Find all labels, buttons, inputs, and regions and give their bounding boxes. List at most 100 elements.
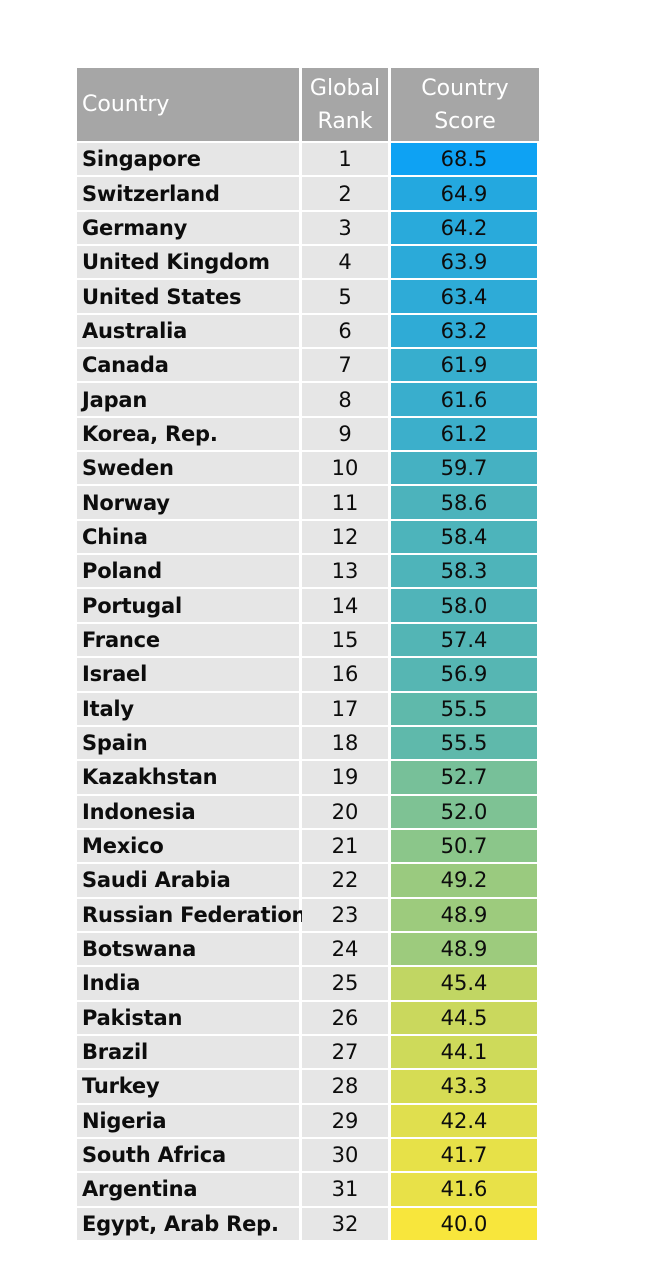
global-rank: 29 xyxy=(302,1104,388,1137)
table-row: United Kingdom 4 63.9 xyxy=(77,246,539,279)
country-score: 45.4 xyxy=(391,967,537,1000)
country-name: Spain xyxy=(77,726,299,760)
table-row: Japan 8 61.6 xyxy=(77,383,539,416)
global-rank: 12 xyxy=(302,520,388,554)
table-row: Switzerland 2 64.9 xyxy=(77,177,539,210)
country-name: Argentina xyxy=(77,1173,299,1206)
global-rank: 4 xyxy=(302,246,388,279)
table-row: France 15 57.4 xyxy=(77,623,539,657)
table-row: Singapore 1 68.5 xyxy=(77,143,539,176)
country-name: Brazil xyxy=(77,1035,299,1069)
table-body: Singapore 1 68.5 Switzerland 2 64.9 Germany 3 64… xyxy=(77,143,539,1240)
table-row: Italy 17 55.5 xyxy=(77,692,539,725)
global-rank: 1 xyxy=(302,143,388,176)
country-name: Botswana xyxy=(77,932,299,966)
country-name: France xyxy=(77,623,299,657)
country-score: 55.5 xyxy=(391,692,537,725)
global-rank: 13 xyxy=(302,555,388,588)
country-name: India xyxy=(77,967,299,1000)
table-header: Country Global Rank Country Score xyxy=(77,68,539,141)
country-score: 58.4 xyxy=(391,520,537,554)
table-row: United States 5 63.4 xyxy=(77,280,539,313)
country-name: Australia xyxy=(77,314,299,348)
country-score: 44.5 xyxy=(391,1001,537,1034)
country-name: Singapore xyxy=(77,143,299,176)
global-rank: 16 xyxy=(302,658,388,691)
global-rank: 24 xyxy=(302,932,388,966)
global-rank: 30 xyxy=(302,1138,388,1172)
country-score: 63.2 xyxy=(391,314,537,348)
global-rank: 9 xyxy=(302,417,388,451)
table-row: Kazakhstan 19 52.7 xyxy=(77,761,539,794)
global-rank: 15 xyxy=(302,623,388,657)
country-score: 63.9 xyxy=(391,246,537,279)
table-row: Brazil 27 44.1 xyxy=(77,1035,539,1069)
global-rank: 21 xyxy=(302,829,388,863)
country-name: Portugal xyxy=(77,589,299,622)
global-rank: 14 xyxy=(302,589,388,622)
table-row: Turkey 28 43.3 xyxy=(77,1070,539,1103)
country-score: 55.5 xyxy=(391,726,537,760)
table-row: Norway 11 58.6 xyxy=(77,486,539,519)
table-row: Australia 6 63.2 xyxy=(77,314,539,348)
table-row: China 12 58.4 xyxy=(77,520,539,554)
table-row: Portugal 14 58.0 xyxy=(77,589,539,622)
country-name: United States xyxy=(77,280,299,313)
table-row: Spain 18 55.5 xyxy=(77,726,539,760)
country-name: Korea, Rep. xyxy=(77,417,299,451)
country-name: Indonesia xyxy=(77,795,299,828)
country-name: Saudi Arabia xyxy=(77,864,299,897)
country-name: Turkey xyxy=(77,1070,299,1103)
country-name: South Africa xyxy=(77,1138,299,1172)
global-rank: 19 xyxy=(302,761,388,794)
table-row: Argentina 31 41.6 xyxy=(77,1173,539,1206)
country-name: Russian Federation xyxy=(77,898,307,931)
table-row: South Africa 30 41.7 xyxy=(77,1138,539,1172)
global-rank: 22 xyxy=(302,864,388,897)
global-rank: 18 xyxy=(302,726,388,760)
country-name: Italy xyxy=(77,692,299,725)
country-score: 64.9 xyxy=(391,177,537,210)
country-name: Norway xyxy=(77,486,299,519)
country-name: Pakistan xyxy=(77,1001,299,1034)
table-row: Korea, Rep. 9 61.2 xyxy=(77,417,539,451)
country-score: 58.6 xyxy=(391,486,537,519)
country-score: 42.4 xyxy=(391,1104,537,1137)
global-rank: 27 xyxy=(302,1035,388,1069)
table-row: Canada 7 61.9 xyxy=(77,349,539,382)
header-global-rank: Global Rank xyxy=(302,68,388,141)
country-score: 61.6 xyxy=(391,383,537,416)
global-rank: 7 xyxy=(302,349,388,382)
country-name: Japan xyxy=(77,383,299,416)
global-rank: 17 xyxy=(302,692,388,725)
country-name: Sweden xyxy=(77,452,299,485)
table-row: Israel 16 56.9 xyxy=(77,658,539,691)
table-row: Nigeria 29 42.4 xyxy=(77,1104,539,1137)
country-score: 68.5 xyxy=(391,143,537,176)
country-name: Mexico xyxy=(77,829,299,863)
table-row: Botswana 24 48.9 xyxy=(77,932,539,966)
global-rank: 31 xyxy=(302,1173,388,1206)
country-score: 59.7 xyxy=(391,452,537,485)
country-score-table: Country Global Rank Country Score Singap… xyxy=(77,68,539,1242)
table-row: India 25 45.4 xyxy=(77,967,539,1000)
table-row: Pakistan 26 44.5 xyxy=(77,1001,539,1034)
header-country: Country xyxy=(77,68,299,141)
table-row: Egypt, Arab Rep. 32 40.0 xyxy=(77,1207,539,1240)
table-row: Saudi Arabia 22 49.2 xyxy=(77,864,539,897)
country-name: Canada xyxy=(77,349,299,382)
country-score: 50.7 xyxy=(391,829,537,863)
country-score: 49.2 xyxy=(391,864,537,897)
country-name: China xyxy=(77,520,299,554)
header-country-score: Country Score xyxy=(391,68,539,141)
global-rank: 28 xyxy=(302,1070,388,1103)
country-score: 61.2 xyxy=(391,417,537,451)
country-score: 64.2 xyxy=(391,211,537,245)
global-rank: 20 xyxy=(302,795,388,828)
country-score: 41.6 xyxy=(391,1173,537,1206)
country-name: Nigeria xyxy=(77,1104,299,1137)
country-score: 43.3 xyxy=(391,1070,537,1103)
country-score: 48.9 xyxy=(391,898,537,931)
country-name: Germany xyxy=(77,211,299,245)
country-score: 56.9 xyxy=(391,658,537,691)
